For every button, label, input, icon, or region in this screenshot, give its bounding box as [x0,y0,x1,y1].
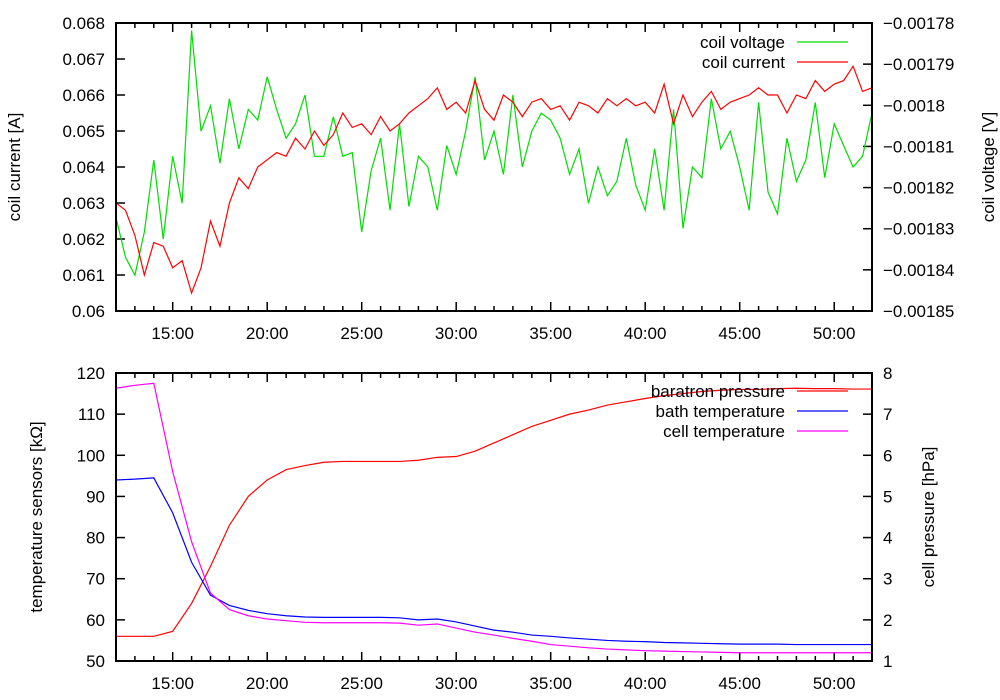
x-tick-label: 45:00 [718,324,761,343]
y-tick-label: 0.068 [62,14,105,33]
y2-tick-label: −0.00185 [883,302,954,321]
y-tick-label: 90 [86,487,105,506]
series-line-coil-voltage [116,30,872,277]
x-tick-label: 40:00 [624,674,667,693]
x-tick-label: 50:00 [813,324,856,343]
legend-label: coil voltage [700,33,785,52]
legend-label: cell temperature [663,422,785,441]
y-tick-label: 70 [86,570,105,589]
y2-tick-label: 7 [883,405,892,424]
series-line-bath-temperature [116,477,872,646]
y-tick-label: 0.065 [62,122,105,141]
y2-tick-label: −0.00178 [883,14,954,33]
y-tick-label: 0.066 [62,86,105,105]
y2-tick-label: 2 [883,611,892,630]
y-tick-label: 0.064 [62,158,105,177]
x-tick-label: 40:00 [624,324,667,343]
y2-tick-label: 5 [883,487,892,506]
y2-tick-label: −0.00181 [883,137,954,156]
y-tick-label: 60 [86,611,105,630]
x-tick-label: 20:00 [246,324,289,343]
plot-frame [115,22,873,312]
legend-label: bath temperature [656,402,785,421]
legend-label: baratron pressure [651,382,785,401]
y2-tick-label: −0.0018 [883,96,945,115]
y2-tick-label: −0.00182 [883,179,954,198]
x-tick-label: 35:00 [529,324,572,343]
x-tick-label: 30:00 [435,674,478,693]
x-tick-label: 15:00 [151,324,194,343]
y-tick-label: 0.06 [72,302,105,321]
y2-tick-label: 1 [883,652,892,671]
y-tick-label: 0.067 [62,50,105,69]
legend-label: coil current [702,53,785,72]
y-axis-label: coil current [A] [5,113,24,222]
x-tick-label: 35:00 [529,674,572,693]
y-tick-label: 0.061 [62,266,105,285]
plot-frame [115,372,873,662]
series-line-baratron-pressure [116,387,872,637]
y2-tick-label: 4 [883,529,892,548]
y-tick-label: 0.062 [62,230,105,249]
plot-2: 15:00 20:00 25:00 30:00 35:00 40:00 45:00 50:00… [27,364,938,693]
x-tick-label: 25:00 [340,324,383,343]
y2-tick-label: 6 [883,446,892,465]
x-tick-label: 30:00 [435,324,478,343]
x-tick-label: 20:00 [246,674,289,693]
y-tick-label: 100 [77,446,105,465]
y2-tick-label: 3 [883,570,892,589]
y2-tick-label: −0.00179 [883,55,954,74]
series-line-coil-current [116,64,872,295]
y2-tick-label: −0.00184 [883,261,954,280]
series-line-cell-temperature [116,382,872,654]
y2-axis-label: cell pressure [hPa] [919,447,938,588]
plot-1: 15:00 20:00 25:00 30:00 35:00 40:00 45:00 50:00… [5,14,998,343]
y-tick-label: 50 [86,652,105,671]
y-axis-label: temperature sensors [kΩ] [27,421,46,612]
y2-axis-label: coil voltage [V] [979,112,998,223]
x-tick-label: 15:00 [151,674,194,693]
x-tick-label: 50:00 [813,674,856,693]
y2-tick-label: −0.00183 [883,220,954,239]
y-tick-label: 80 [86,529,105,548]
y-tick-label: 110 [78,405,105,424]
x-tick-label: 45:00 [718,674,761,693]
x-tick-label: 25:00 [340,674,383,693]
y-tick-label: 120 [77,364,105,383]
y-tick-label: 0.063 [62,194,105,213]
y2-tick-label: 8 [883,364,892,383]
